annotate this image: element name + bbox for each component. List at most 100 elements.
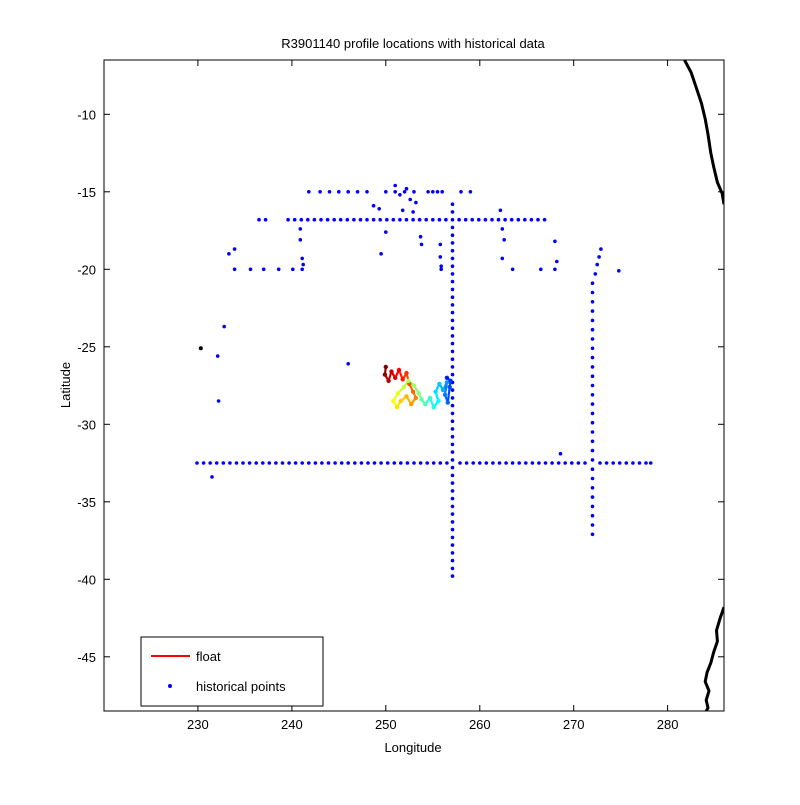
y-tick-label: -25 [77, 340, 96, 355]
historical-point [404, 186, 409, 191]
historical-point [537, 461, 541, 465]
historical-point [590, 327, 595, 332]
historical-point [366, 461, 370, 465]
historical-point [590, 495, 595, 499]
historical-point [497, 461, 502, 465]
historical-point [431, 190, 435, 194]
historical-point [611, 461, 615, 465]
historical-point [346, 461, 351, 465]
historical-point [210, 475, 214, 479]
historical-point [590, 281, 595, 286]
historical-point [450, 372, 455, 377]
x-tick-label: 250 [375, 717, 397, 732]
historical-point [417, 217, 422, 222]
float-point [409, 401, 414, 407]
historical-point [590, 430, 595, 434]
historical-point [405, 461, 410, 465]
historical-point [234, 461, 239, 465]
historical-point [599, 247, 603, 251]
historical-point [450, 411, 455, 416]
legend-historical-swatch [168, 684, 172, 688]
historical-point [468, 190, 473, 194]
historical-point [450, 217, 455, 222]
float-point [437, 381, 442, 387]
historical-point [333, 461, 337, 465]
float-track-segment [446, 386, 451, 403]
float-point [406, 378, 411, 383]
historical-point [227, 252, 231, 256]
historical-point [371, 217, 376, 222]
historical-point [337, 190, 341, 194]
float-point [433, 389, 438, 394]
historical-point [543, 461, 548, 465]
historical-point [440, 190, 445, 194]
historical-point [590, 513, 595, 518]
historical-point [327, 190, 332, 194]
historical-point [450, 272, 455, 276]
historical-point [425, 461, 430, 465]
historical-point [500, 227, 505, 231]
historical-point [529, 217, 534, 222]
historical-point [450, 365, 455, 369]
historical-point [385, 461, 390, 465]
historical-point [424, 217, 429, 222]
historical-point [450, 543, 455, 547]
historical-point [464, 461, 469, 465]
historical-point [300, 256, 305, 261]
x-axis-label: Longitude [384, 740, 441, 755]
historical-point [590, 523, 595, 527]
historical-point [450, 202, 455, 206]
float-point [394, 405, 400, 410]
y-tick-label: -15 [77, 185, 96, 200]
historical-point [450, 310, 455, 315]
historical-point [590, 532, 595, 537]
historical-point [450, 489, 455, 493]
y-tick-label: -40 [77, 572, 96, 587]
historical-point [352, 217, 356, 222]
historical-point [435, 190, 440, 194]
historical-point [379, 461, 383, 465]
legend-box [140, 636, 324, 707]
float-point [410, 389, 416, 394]
float-point [396, 367, 402, 373]
historical-point [257, 217, 261, 222]
historical-point [604, 461, 609, 465]
historical-point [536, 217, 540, 222]
historical-point [590, 393, 595, 397]
historical-point [556, 461, 561, 465]
historical-point [450, 256, 455, 261]
historical-point [590, 346, 595, 351]
float-point [383, 364, 388, 370]
historical-point [450, 527, 455, 532]
historical-point [637, 461, 642, 465]
historical-point [437, 217, 442, 222]
float-point [448, 378, 453, 383]
historical-point [398, 193, 402, 197]
historical-point [555, 259, 559, 264]
historical-point [450, 248, 455, 253]
historical-point [411, 210, 415, 214]
historical-point [590, 486, 595, 490]
historical-point [261, 461, 265, 465]
historical-point [503, 217, 507, 222]
historical-point [471, 461, 476, 465]
historical-point [595, 262, 599, 267]
x-tick-label: 270 [563, 717, 585, 732]
historical-point [419, 242, 424, 247]
historical-point [590, 420, 595, 425]
historical-point [450, 349, 455, 354]
historical-point [590, 383, 595, 388]
historical-point [241, 461, 245, 465]
historical-point [208, 461, 212, 465]
historical-point [247, 461, 252, 465]
float-point [423, 401, 428, 407]
historical-point [402, 190, 407, 194]
historical-point [222, 324, 226, 329]
historical-point [491, 461, 495, 465]
historical-point [307, 190, 311, 194]
historical-point [355, 190, 360, 194]
historical-point [450, 442, 455, 447]
historical-point [412, 190, 416, 194]
historical-point [459, 190, 463, 194]
historical-point [325, 217, 330, 222]
